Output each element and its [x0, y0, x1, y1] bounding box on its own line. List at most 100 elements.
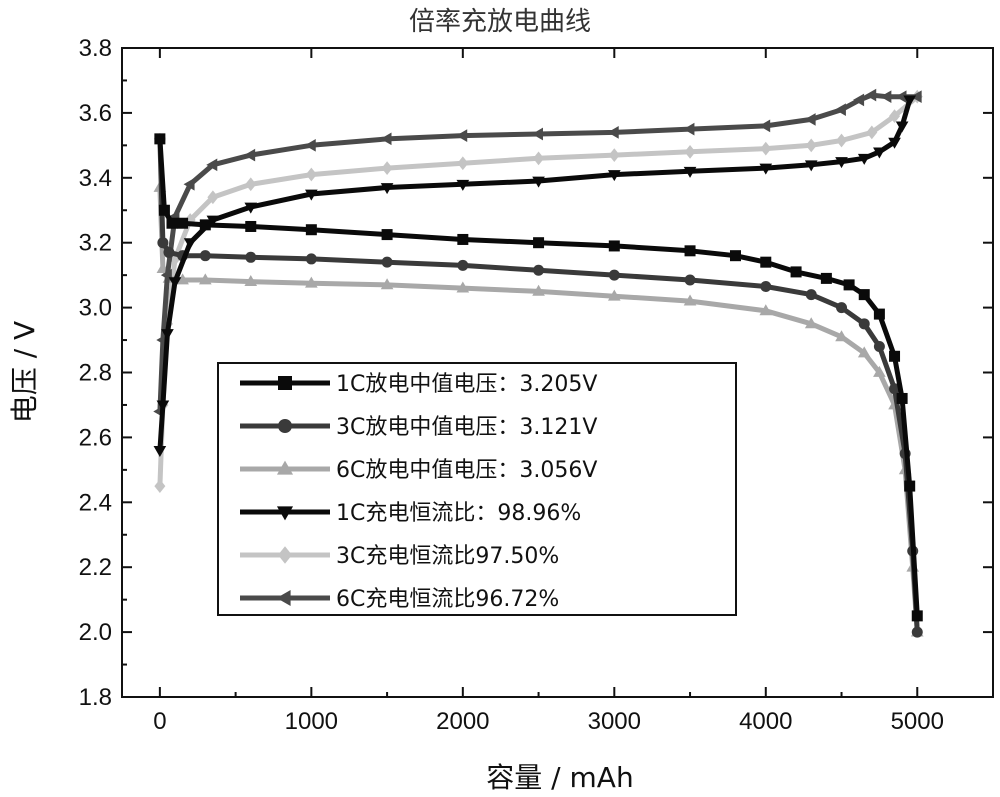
legend-swatch-marker	[278, 376, 292, 390]
series-4-point	[456, 179, 470, 191]
x-tick-label: 4000	[739, 708, 792, 735]
series-5-point	[805, 138, 817, 153]
x-tick-label: 2000	[436, 708, 489, 735]
series-2-point	[805, 289, 817, 301]
series-1-point	[820, 272, 832, 284]
series-4-point	[168, 277, 182, 289]
series-5-point	[245, 177, 257, 192]
plot-area	[153, 88, 924, 638]
series-6-point	[206, 158, 218, 172]
x-tick-label: 1000	[285, 708, 338, 735]
series-4-point	[903, 95, 917, 107]
series-5-point	[154, 479, 166, 493]
series-6-point	[160, 268, 172, 282]
series-6-point	[759, 119, 771, 133]
y-tick-label: 3.6	[79, 100, 112, 127]
series-3-point	[305, 276, 318, 288]
y-tick-label: 3.2	[79, 230, 112, 257]
series-3-point	[857, 346, 871, 358]
series-1-point	[889, 350, 901, 362]
axes: 0 1000 2000 3000 4000 5000 1.8 2.0 2.2 2.4 2.6 2.8 3…	[79, 35, 994, 735]
series-4-point	[888, 137, 901, 149]
series-6-point	[804, 113, 816, 126]
series-2-point	[911, 626, 923, 638]
series-1-point	[896, 392, 908, 404]
series-3-point	[759, 304, 773, 316]
series-6-point	[456, 129, 468, 142]
series-5-point	[889, 109, 901, 124]
series-1-point	[245, 220, 257, 232]
series-2-point	[684, 274, 696, 286]
series-2-point	[163, 246, 175, 258]
series-3-point	[804, 317, 818, 329]
series-1-point	[166, 217, 178, 229]
series-1-point	[158, 204, 170, 216]
series-3-point	[380, 278, 394, 290]
series-4-point	[153, 445, 167, 457]
series-1-point	[177, 217, 189, 229]
series-3-point	[456, 281, 470, 293]
legend-label: 1C充电恒流比：98.96%	[336, 501, 581, 526]
legend-entry: 1C充电恒流比：98.96%	[240, 501, 581, 526]
series-2-point	[457, 259, 469, 271]
legend-entry: 6C放电中值电压：3.056V	[240, 458, 597, 483]
y-tick-label: 2.6	[79, 424, 112, 451]
series-2-point	[760, 281, 772, 293]
series-2-point	[381, 256, 393, 268]
series-1-point	[843, 279, 855, 291]
x-tick-label: 0	[153, 708, 166, 735]
legend-entry: 3C放电中值电压：3.121V	[240, 415, 597, 440]
series-1-point	[154, 133, 166, 145]
y-tick-label: 2.8	[79, 360, 112, 387]
y-tick-label: 2.0	[79, 619, 112, 646]
legend-swatch-marker	[276, 506, 294, 521]
y-tick-label: 1.8	[79, 684, 112, 711]
series-6-point	[853, 93, 865, 107]
legend-swatch-marker	[278, 419, 292, 433]
series-5-point	[866, 125, 878, 140]
series-4-point	[532, 176, 545, 188]
series-1-point	[873, 308, 885, 320]
series-5-point	[457, 156, 469, 171]
series-2-point	[889, 383, 901, 395]
series-2-point	[858, 318, 870, 330]
series-2-point	[245, 251, 257, 263]
series-6-point	[880, 90, 892, 103]
series-5-point	[684, 144, 696, 159]
series-1-point	[911, 610, 923, 622]
series-4	[153, 95, 917, 457]
legend-label: 6C充电恒流比96.72%	[336, 587, 559, 612]
series-1-point	[457, 233, 469, 245]
x-axis-label: 容量 / mAh	[486, 761, 633, 794]
legend-entry: 6C充电恒流比96.72%	[240, 587, 559, 612]
series-3-point	[532, 284, 545, 296]
legend-swatch-marker	[276, 589, 291, 607]
series-4-point	[380, 183, 394, 195]
series-5-point	[760, 141, 772, 156]
legend-label: 3C充电恒流比97.50%	[336, 544, 559, 569]
series-5-point	[836, 133, 848, 148]
series-3-point	[683, 294, 697, 306]
series-4-point	[759, 163, 773, 175]
series-4-point	[804, 160, 818, 172]
legend-entry: 1C放电中值电压：3.205V	[240, 372, 597, 397]
series-2-point	[305, 253, 317, 265]
series-4-point	[244, 202, 258, 214]
series-4-point	[305, 189, 318, 201]
series-4-point	[857, 153, 871, 165]
series-1-point	[381, 229, 393, 241]
x-tick-label: 3000	[588, 708, 641, 735]
y-tick-label: 3.0	[79, 295, 112, 322]
series-3-point	[607, 289, 621, 301]
series-3-point	[873, 365, 886, 377]
series-4-point	[607, 170, 621, 182]
legend-swatch-marker	[276, 460, 294, 475]
series-6-point	[244, 148, 256, 162]
series-6-point	[304, 139, 316, 152]
series-2-point	[873, 341, 885, 353]
series-1-point	[608, 240, 620, 252]
y-tick-label: 3.4	[79, 165, 112, 192]
legend-box	[217, 362, 737, 616]
series-1-point	[760, 256, 772, 268]
